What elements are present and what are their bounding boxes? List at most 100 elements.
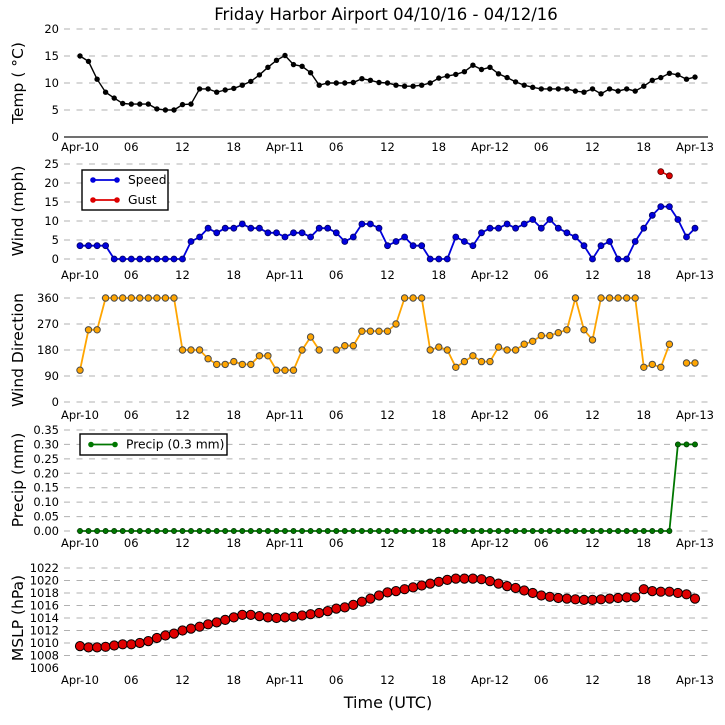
x-tick-label: 06 [124, 673, 139, 687]
page-title: Friday Harbor Airport 04/10/16 - 04/12/1… [214, 5, 558, 24]
x-tick-label: 06 [329, 673, 344, 687]
x-tick-label: 18 [431, 673, 446, 687]
y-tick-label: 0.30 [33, 437, 59, 451]
subplot-2: 0 90 180 270 360 Apr-10 06 12 18 Apr-11 06 12 18 Apr-… [37, 291, 714, 422]
series-markers-speed [76, 203, 699, 263]
x-tick-label: 18 [636, 268, 651, 282]
subplot-3: 0.000.050.100.150.200.250.300.35 Apr-10 06… [33, 423, 714, 550]
y-tick-label: 0.10 [33, 495, 59, 509]
x-tick-label: 12 [380, 536, 395, 550]
y-tick-label: 0.25 [33, 452, 59, 466]
x-tick-label: Apr-13 [676, 268, 714, 282]
x-tick-label: 18 [636, 140, 651, 154]
x-tick-label: 06 [329, 408, 344, 422]
x-tick-label: 18 [636, 673, 651, 687]
legend-sample-marker [88, 441, 94, 448]
x-tick-label: 06 [534, 536, 549, 550]
x-tick-label: 06 [124, 140, 139, 154]
x-tick-label: Apr-10 [61, 268, 99, 282]
y-tick-label: 0 [52, 130, 59, 144]
legend-sample-marker [114, 197, 120, 203]
x-tick-label: 18 [431, 268, 446, 282]
x-tick-label: 06 [124, 408, 139, 422]
y-tick-label: 1008 [30, 649, 59, 663]
y-tick-label: 1016 [30, 599, 59, 613]
legend-label: Speed [128, 173, 167, 187]
x-tick-label: 12 [175, 268, 190, 282]
legend-sample-marker [90, 177, 96, 183]
x-tick-label: 12 [175, 536, 190, 550]
x-tick-label: 18 [636, 408, 651, 422]
y-tick-label: 1014 [30, 611, 59, 625]
x-tick-label: Apr-10 [61, 140, 99, 154]
x-tick-label: 12 [585, 268, 600, 282]
x-tick-label: Apr-11 [266, 673, 304, 687]
legend-label: Precip (0.3 mm) [126, 438, 224, 452]
x-tick-label: 12 [585, 140, 600, 154]
x-tick-label: 12 [585, 408, 600, 422]
x-tick-label: Apr-13 [676, 536, 714, 550]
y-tick-label: 5 [52, 103, 59, 117]
y-tick-label: 0.35 [33, 423, 59, 437]
x-tick-label: Apr-13 [676, 140, 714, 154]
x-tick-label: Apr-12 [471, 268, 509, 282]
x-tick-label: 18 [226, 408, 241, 422]
legend-sample-marker [90, 197, 96, 203]
y-tick-label: 0.20 [33, 466, 59, 480]
legend-box: Precip (0.3 mm) [79, 433, 228, 456]
x-tick-label: 06 [124, 268, 139, 282]
x-tick-label: Apr-11 [266, 268, 304, 282]
y-tick-label: 0.05 [33, 510, 59, 524]
y-tick-label: 10 [44, 76, 59, 90]
grid-lines [64, 297, 708, 403]
x-tick-label: 06 [329, 536, 344, 550]
y-tick-label: 20 [44, 176, 59, 190]
x-tick-label: 06 [329, 140, 344, 154]
x-tick-label: 18 [431, 536, 446, 550]
y-tick-label: 0 [52, 252, 59, 266]
x-tick-label: Apr-11 [266, 536, 304, 550]
x-tick-label: 18 [636, 536, 651, 550]
grid-lines [64, 567, 708, 656]
x-tick-label: 06 [124, 536, 139, 550]
y-tick-label: 25 [44, 157, 59, 171]
x-tick-label: 12 [585, 536, 600, 550]
y-tick-label: 20 [44, 22, 59, 36]
x-tick-label: Apr-11 [266, 140, 304, 154]
x-tick-label: 18 [431, 140, 446, 154]
x-tick-label: 12 [380, 268, 395, 282]
series-markers-temp [77, 52, 698, 113]
y-tick-label: 1018 [30, 586, 59, 600]
series-line-speed [80, 205, 696, 261]
series-markers-direction [76, 294, 699, 374]
x-tick-label: Apr-12 [471, 408, 509, 422]
x-tick-label: Apr-10 [61, 673, 99, 687]
x-tick-label: Apr-12 [471, 140, 509, 154]
x-tick-label: 12 [380, 140, 395, 154]
legend-sample-marker [114, 177, 120, 183]
x-tick-label: Apr-13 [676, 673, 714, 687]
y-tick-label: 1006 [30, 661, 59, 675]
y-tick-label: 0.00 [33, 524, 59, 538]
x-tick-label: 18 [226, 268, 241, 282]
x-tick-label: 06 [534, 408, 549, 422]
y-tick-label: 180 [37, 343, 59, 357]
y-tick-label: 0 [52, 395, 59, 409]
x-tick-label: Apr-10 [61, 536, 99, 550]
legend-box: Speed Gust [81, 169, 169, 211]
y-tick-label: 1022 [30, 561, 59, 575]
x-tick-label: Apr-12 [471, 673, 509, 687]
y-tick-label: 15 [44, 195, 59, 209]
x-tick-label: 12 [175, 408, 190, 422]
x-tick-label: 18 [226, 140, 241, 154]
x-tick-label: 12 [175, 140, 190, 154]
x-tick-label: 18 [226, 673, 241, 687]
xlabel-time-utc: Time (UTC) [343, 693, 433, 712]
x-tick-label: Apr-10 [61, 408, 99, 422]
y-tick-label: 1010 [30, 636, 59, 650]
x-tick-label: 18 [226, 536, 241, 550]
x-tick-label: 12 [380, 673, 395, 687]
y-tick-label: 270 [37, 317, 59, 331]
